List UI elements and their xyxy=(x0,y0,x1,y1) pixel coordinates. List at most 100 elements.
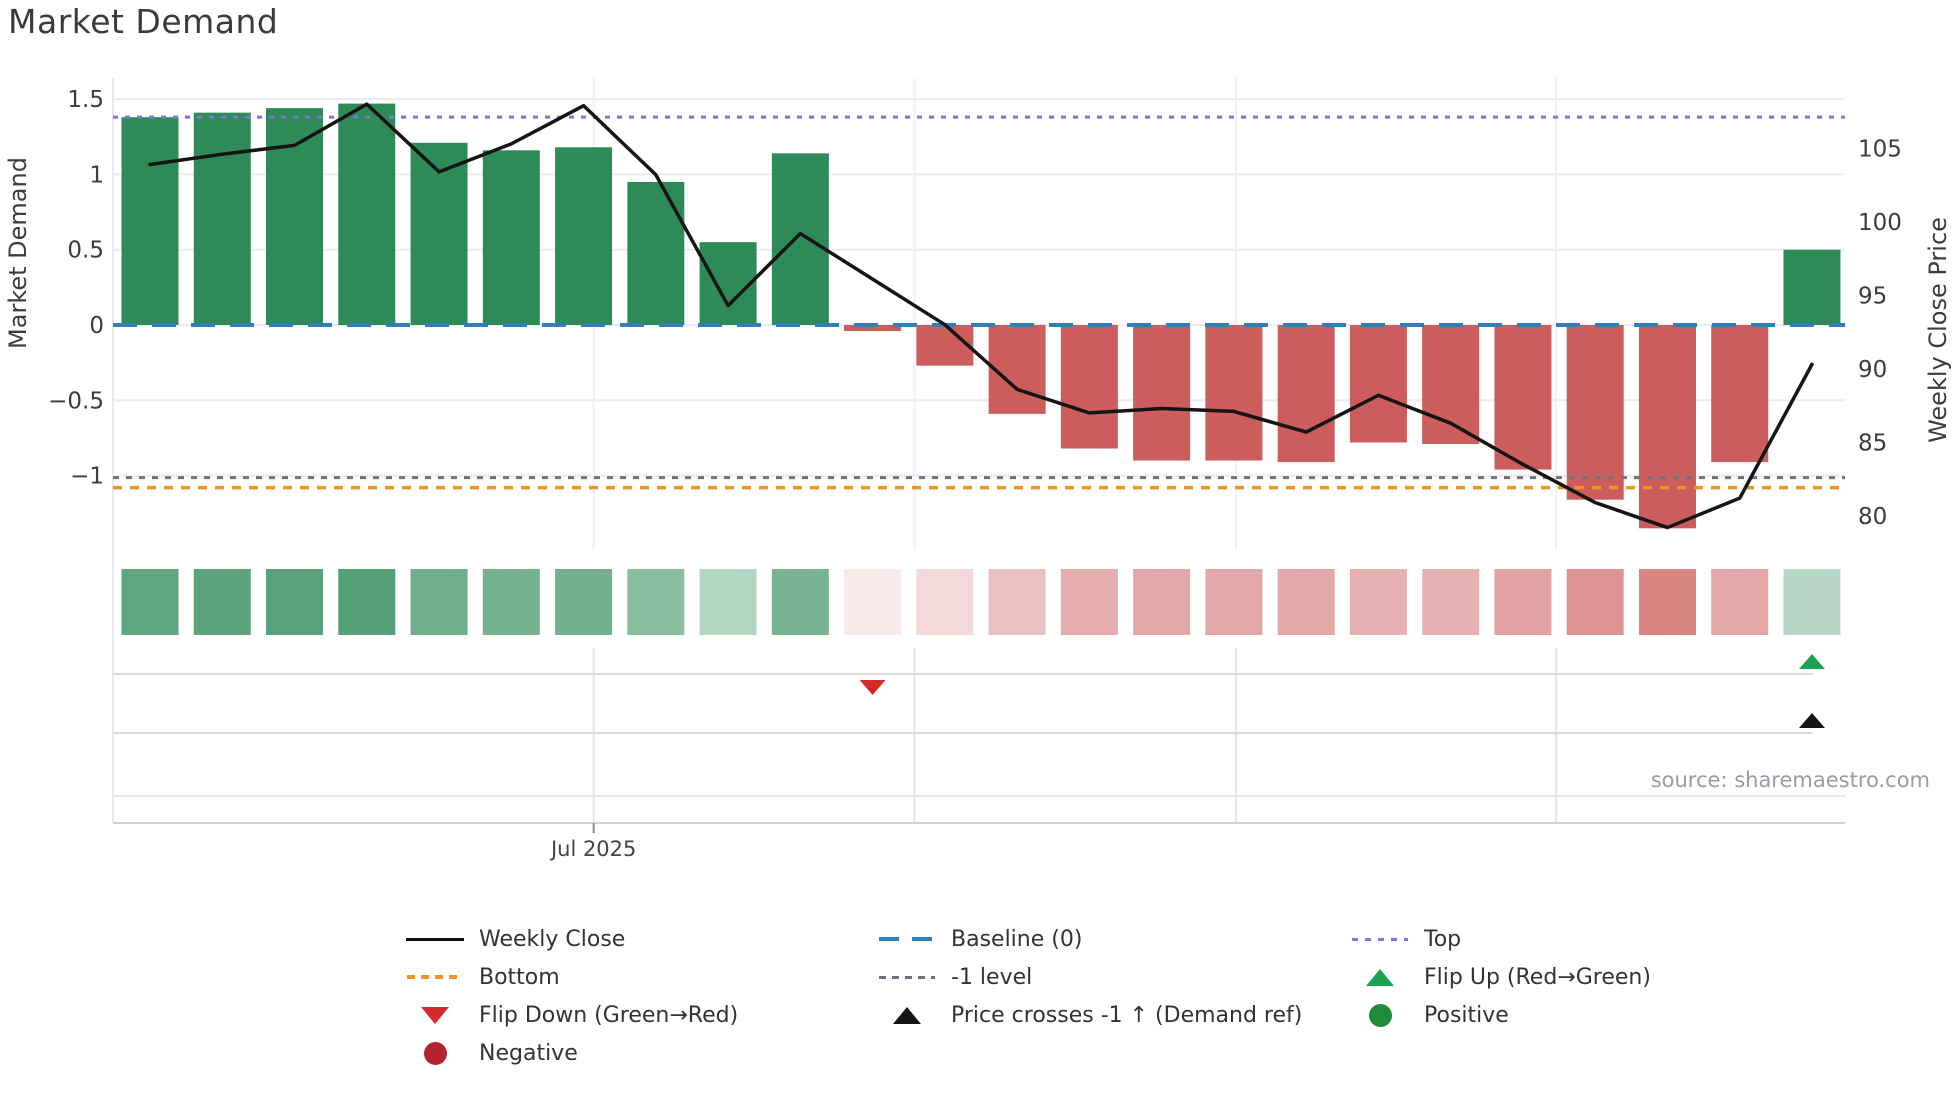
heatmap-cell xyxy=(916,569,974,635)
circle-green-icon xyxy=(1350,1003,1410,1027)
heatmap-cell xyxy=(266,569,324,635)
heatmap-cell xyxy=(482,569,540,635)
price-cross-marker xyxy=(1798,713,1825,728)
legend-column-3: Top Flip Up (Red→Green) Positive xyxy=(1350,920,1651,1034)
heatmap-cell xyxy=(844,569,902,635)
demand-bar xyxy=(988,325,1046,414)
heatmap-cell xyxy=(771,569,829,635)
legend-label: Weekly Close xyxy=(479,926,626,952)
legend-item-flip-up[interactable]: Flip Up (Red→Green) xyxy=(1350,958,1651,996)
right-axis-tick: 85 xyxy=(1858,430,1887,456)
demand-bar xyxy=(771,153,829,325)
left-axis-tick: 0.5 xyxy=(67,238,104,264)
left-axis-tick: 1.5 xyxy=(67,87,104,113)
heatmap-cell xyxy=(338,569,396,635)
legend-label: Price crosses -1 ↑ (Demand ref) xyxy=(951,1002,1303,1028)
chart-legend: Weekly Close Bottom Flip Down (Green→Red… xyxy=(0,920,1960,1090)
dotted-purple-swatch-icon xyxy=(1350,937,1410,941)
heatmap-cell xyxy=(121,569,179,635)
heatmap-cell xyxy=(1060,569,1118,635)
legend-item-top[interactable]: Top xyxy=(1350,920,1651,958)
flip-down-marker xyxy=(859,680,886,695)
legend-item-baseline[interactable]: Baseline (0) xyxy=(877,920,1302,958)
demand-bars xyxy=(121,103,1841,529)
legend-label: -1 level xyxy=(951,964,1033,990)
demand-bar xyxy=(266,108,324,325)
demand-bar xyxy=(1205,325,1263,461)
demand-bar xyxy=(193,112,251,326)
demand-bar xyxy=(627,181,685,325)
demand-bar xyxy=(1060,325,1118,449)
left-axis-title: Market Demand xyxy=(4,157,32,349)
demand-bar xyxy=(555,147,613,325)
line-swatch-icon xyxy=(405,937,465,941)
heatmap-cell xyxy=(1783,569,1841,635)
page-title: Market Demand xyxy=(8,2,279,41)
demand-bar xyxy=(1277,325,1335,463)
gridlines xyxy=(112,78,1845,823)
demand-bar xyxy=(1494,325,1552,470)
legend-label: Bottom xyxy=(479,964,560,990)
legend-column-2: Baseline (0) -1 level Price crosses -1 ↑… xyxy=(877,920,1302,1034)
heatmap-cell xyxy=(988,569,1046,635)
demand-bar xyxy=(482,150,540,325)
marker-rows xyxy=(113,654,1845,824)
reference-lines xyxy=(113,115,1845,490)
legend-item-bottom[interactable]: Bottom xyxy=(405,958,738,996)
heatmap-cell xyxy=(627,569,685,635)
legend-label: Negative xyxy=(479,1040,578,1066)
legend-item-positive[interactable]: Positive xyxy=(1350,996,1651,1034)
heatmap-cell xyxy=(1422,569,1480,635)
demand-bar xyxy=(1783,249,1841,325)
legend-item-minus-one-level[interactable]: -1 level xyxy=(877,958,1302,996)
legend-item-weekly-close[interactable]: Weekly Close xyxy=(405,920,738,958)
triangle-up-green-icon xyxy=(1350,968,1410,986)
heatmap-cell xyxy=(1638,569,1696,635)
demand-bar xyxy=(844,325,902,332)
demand-heatmap xyxy=(121,569,1841,635)
right-axis-tick: 80 xyxy=(1858,504,1887,530)
left-axis-tick: 1 xyxy=(89,162,104,188)
weekly-close-line xyxy=(148,102,1814,530)
demand-bar xyxy=(699,242,757,325)
right-axis-title: Weekly Close Price xyxy=(1924,217,1952,443)
heatmap-cell xyxy=(193,569,251,635)
x-axis-tick-label: Jul 2025 xyxy=(549,837,636,861)
demand-bar xyxy=(1133,325,1191,461)
triangle-down-icon xyxy=(405,1006,465,1024)
demand-bar xyxy=(1566,325,1624,500)
legend-label: Flip Up (Red→Green) xyxy=(1424,964,1651,990)
right-axis-tick: 90 xyxy=(1858,357,1887,383)
legend-item-negative[interactable]: Negative xyxy=(405,1034,738,1072)
heatmap-cell xyxy=(1205,569,1263,635)
legend-label: Flip Down (Green→Red) xyxy=(479,1002,739,1028)
legend-label: Baseline (0) xyxy=(951,926,1083,952)
left-axis-tick: −1 xyxy=(70,464,104,490)
heatmap-cell xyxy=(1349,569,1407,635)
heatmap-cell xyxy=(1711,569,1769,635)
right-axis-tick: 100 xyxy=(1858,210,1902,236)
left-axis-tick: −0.5 xyxy=(48,388,104,414)
left-axis-tick: 0 xyxy=(89,313,104,339)
dotted-gray-swatch-icon xyxy=(877,975,937,979)
heatmap-cell xyxy=(410,569,468,635)
flip-up-marker xyxy=(1798,654,1825,669)
source-credit: source: sharemaestro.com xyxy=(1650,768,1930,792)
heatmap-cell xyxy=(699,569,757,635)
legend-item-price-crosses[interactable]: Price crosses -1 ↑ (Demand ref) xyxy=(877,996,1302,1034)
heatmap-cell xyxy=(1277,569,1335,635)
legend-label: Positive xyxy=(1424,1002,1509,1028)
legend-column-1: Weekly Close Bottom Flip Down (Green→Red… xyxy=(405,920,738,1072)
demand-bar xyxy=(1638,325,1696,529)
dotted-orange-swatch-icon xyxy=(405,975,465,979)
triangle-up-black-icon xyxy=(877,1006,937,1024)
circle-red-icon xyxy=(405,1041,465,1065)
legend-item-flip-down[interactable]: Flip Down (Green→Red) xyxy=(405,996,738,1034)
heatmap-cell xyxy=(1566,569,1624,635)
demand-bar xyxy=(916,325,974,366)
axis-ticks: 1.5 1 0.5 0 −0.5 −1 105 100 95 90 85 80 Jul 2025 Mark… xyxy=(4,87,1952,861)
heatmap-cell xyxy=(1494,569,1552,635)
demand-bar xyxy=(338,103,396,325)
dashed-blue-swatch-icon xyxy=(877,937,937,941)
